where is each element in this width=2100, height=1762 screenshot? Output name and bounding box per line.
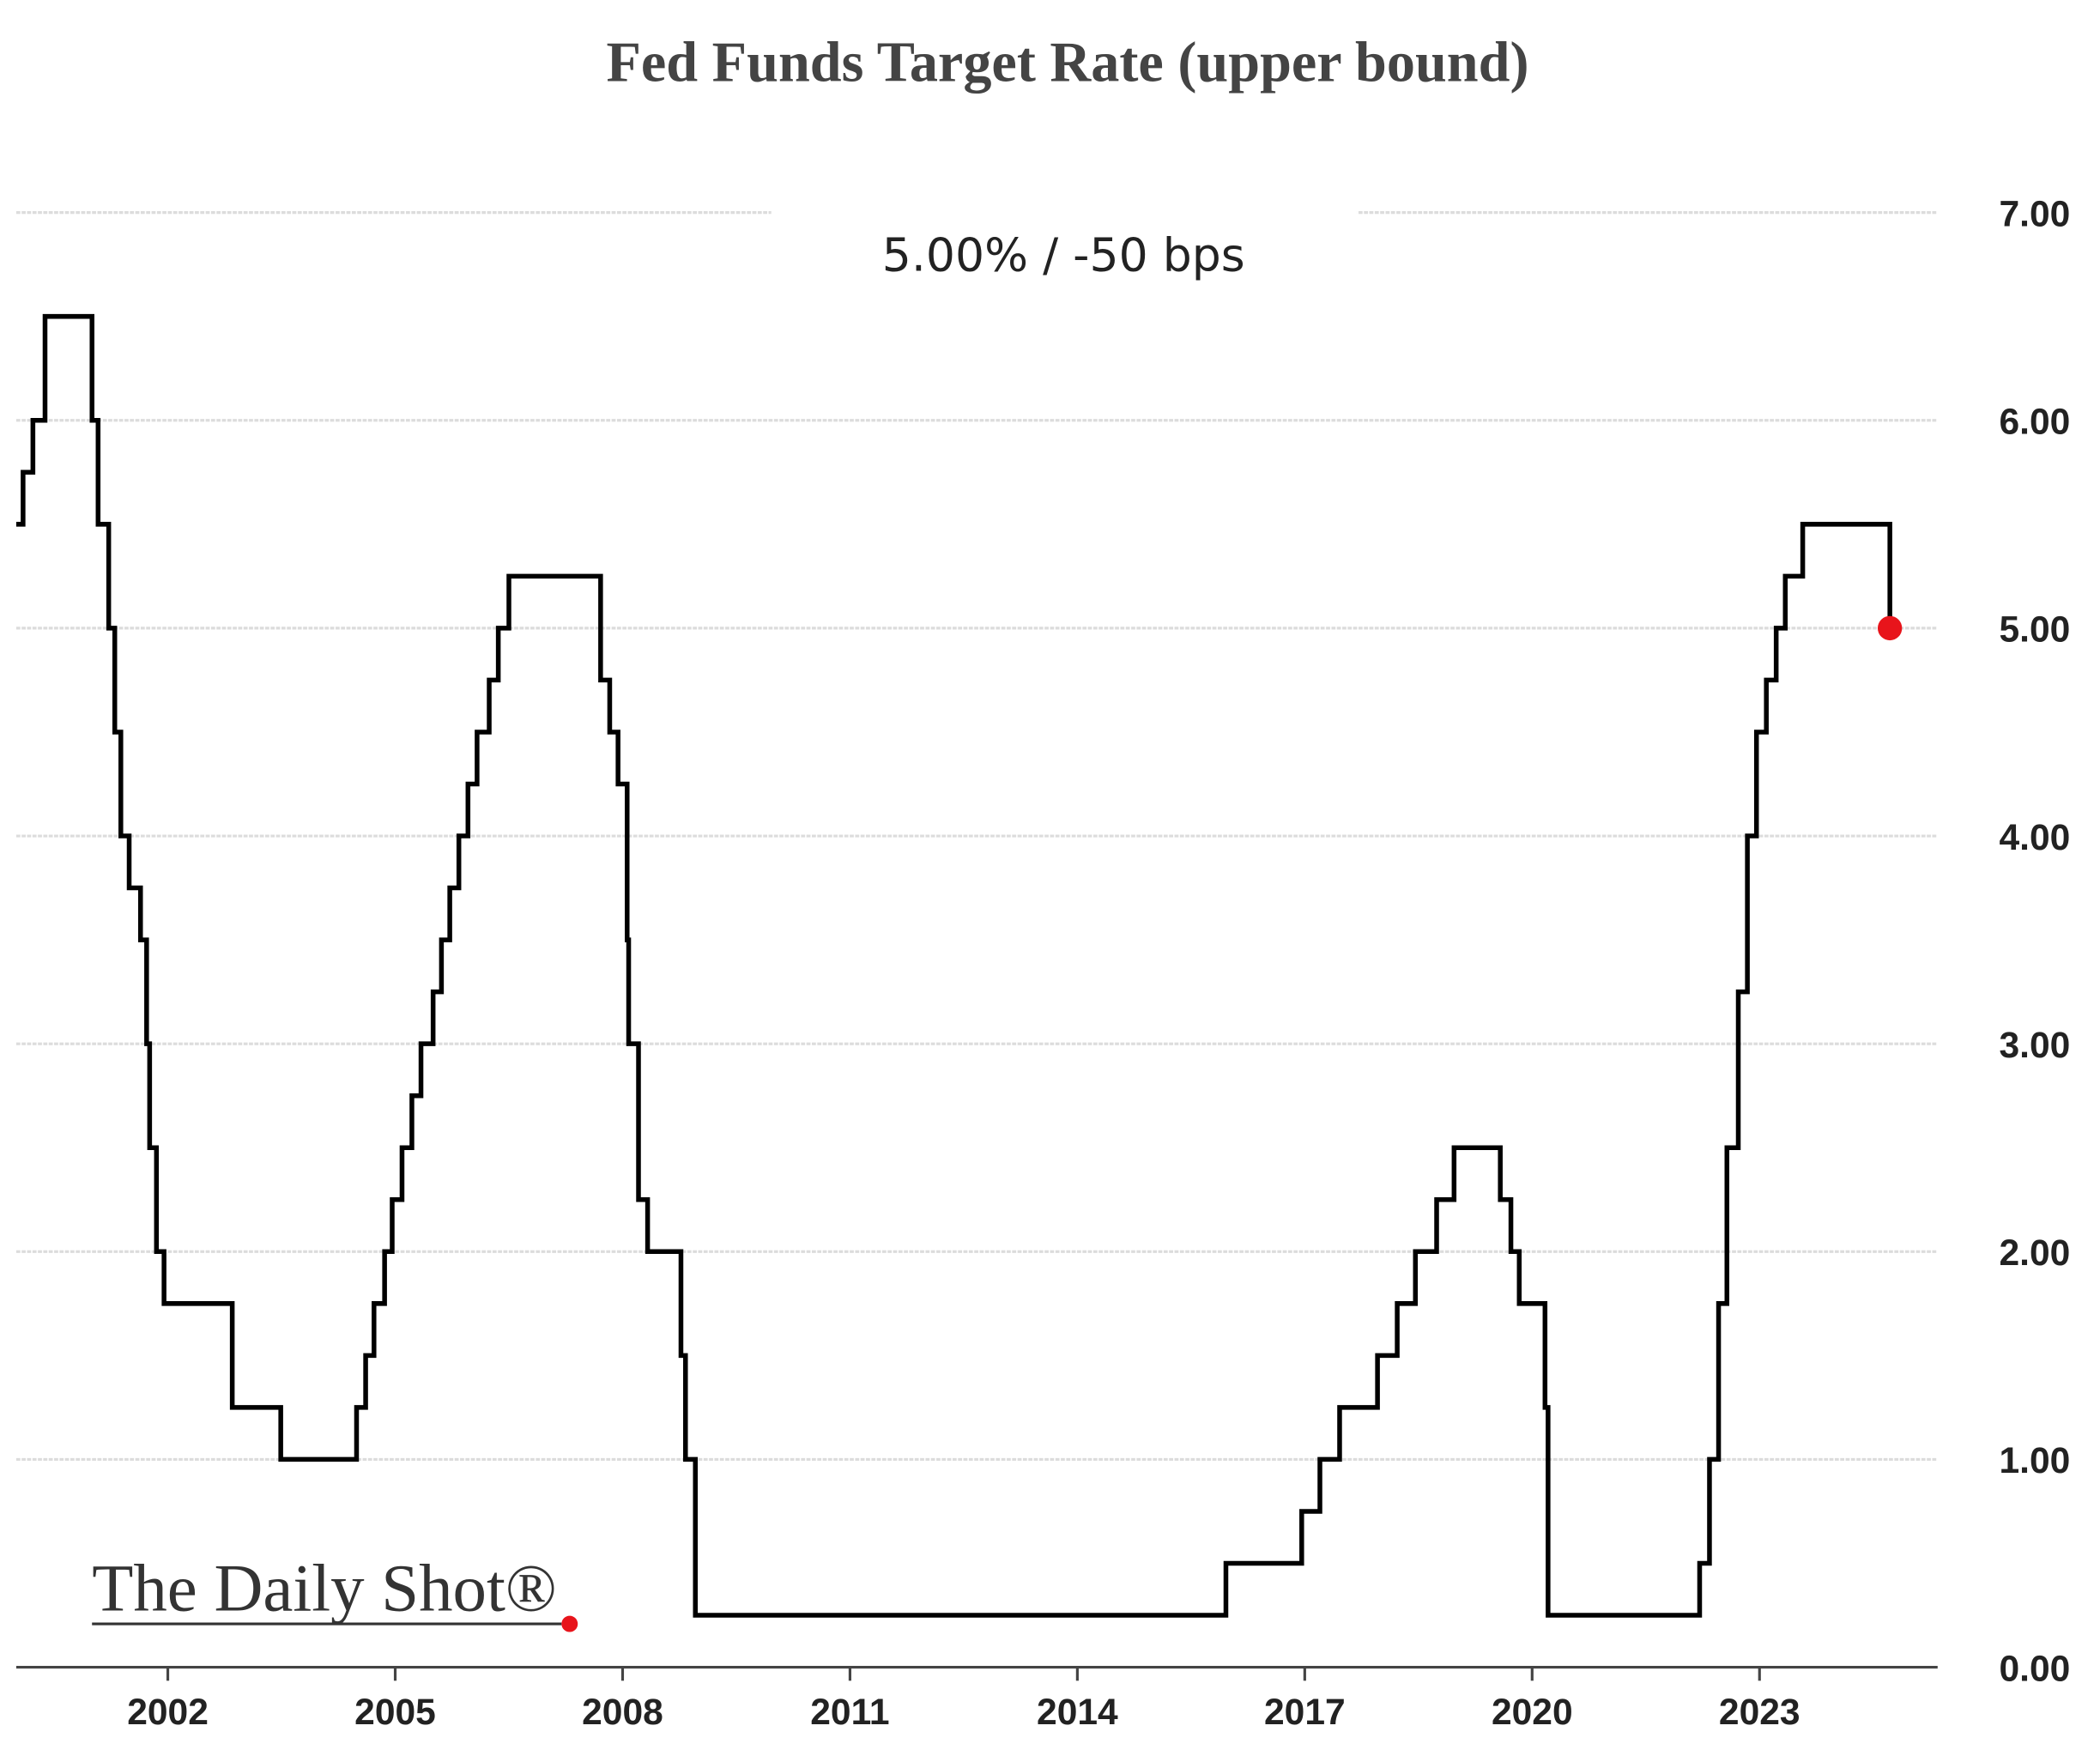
x-tick-label: 2023: [1719, 1692, 1800, 1733]
y-tick-label: 0.00: [1999, 1648, 2070, 1689]
y-tick-label: 4.00: [1999, 817, 2070, 858]
annotation: 5.00% / -50 bps: [882, 227, 1245, 282]
y-tick-label: 5.00: [1999, 609, 2070, 651]
x-tick-label: 2002: [127, 1692, 209, 1733]
y-tick-label: 6.00: [1999, 402, 2070, 443]
watermark-dot: [561, 1615, 578, 1632]
x-tick-label: 2020: [1492, 1692, 1573, 1733]
y-tick-label: 7.00: [1999, 193, 2070, 234]
x-tick-label: 2014: [1037, 1692, 1118, 1733]
y-tick-label: 1.00: [1999, 1440, 2070, 1481]
rate-line: [15, 313, 1892, 1618]
x-tick-label: 2005: [354, 1692, 436, 1733]
chart-title: Fed Funds Target Rate (upper bound): [606, 32, 1528, 94]
x-tick-label: 2008: [582, 1692, 663, 1733]
latest-marker: [1877, 615, 1903, 641]
annotation-background: [771, 189, 1358, 298]
y-tick-label: 2.00: [1999, 1232, 2070, 1274]
y-tick-label: 3.00: [1999, 1025, 2070, 1066]
watermark: The Daily Shot®: [92, 1551, 557, 1626]
x-tick-label: 2011: [810, 1692, 889, 1733]
x-tick-label: 2017: [1264, 1692, 1346, 1733]
